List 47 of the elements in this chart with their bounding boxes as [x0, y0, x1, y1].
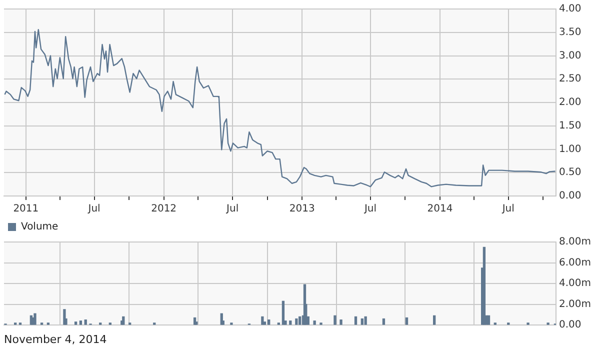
bar: [261, 316, 264, 325]
legend-label: Volume: [21, 222, 58, 233]
x-tick-label: 2014: [427, 204, 453, 215]
bar: [282, 300, 285, 325]
bar: [313, 320, 316, 325]
bar: [122, 316, 125, 325]
x-tick-label: Jul: [87, 204, 100, 215]
y-tick-label: 4.00: [559, 4, 582, 15]
bar: [405, 317, 408, 325]
bar: [79, 320, 82, 325]
y-tick-label: 3.50: [559, 26, 582, 38]
x-tick-label: 2012: [151, 204, 177, 215]
bar: [340, 319, 342, 325]
bar: [298, 316, 302, 325]
y-tick-label: 1.00: [559, 144, 582, 155]
text: November 4, 2014: [4, 333, 107, 346]
bar: [84, 319, 87, 325]
x-tick-label: Jul: [501, 204, 514, 215]
y-tick-label: 1.50: [559, 120, 582, 132]
x-tick-label: 2011: [13, 204, 39, 215]
x-tick-label: Jul: [226, 204, 239, 215]
bar: [364, 316, 367, 325]
bar: [354, 316, 358, 325]
bar: [289, 320, 292, 325]
y-tick-label: 2.00: [559, 97, 582, 108]
bar: [382, 318, 386, 325]
x-tick-label: Jul: [363, 204, 377, 215]
bar: [433, 315, 436, 325]
y-tick-label: 4.00m: [559, 278, 592, 290]
bar: [487, 315, 490, 325]
y-tick-label: 2.00m: [559, 298, 592, 310]
bar: [295, 318, 298, 325]
y-tick-label: 0.50: [559, 167, 582, 178]
bar: [334, 315, 336, 325]
y-tick-label: 6.00m: [559, 257, 592, 268]
y-tick-label: 8.00m: [559, 236, 592, 248]
bar: [34, 313, 36, 325]
bar: [74, 322, 78, 325]
bar: [268, 319, 270, 325]
x-tick-label: 2013: [289, 204, 315, 215]
bar: [482, 246, 486, 325]
y-tick-label: 2.50: [559, 74, 582, 85]
bar: [194, 322, 198, 325]
y-tick-label: 0.00: [559, 320, 582, 331]
bar: [360, 318, 364, 325]
y-tick-label: 3.00: [559, 50, 582, 62]
y-tick-label: 0.00: [559, 190, 582, 202]
